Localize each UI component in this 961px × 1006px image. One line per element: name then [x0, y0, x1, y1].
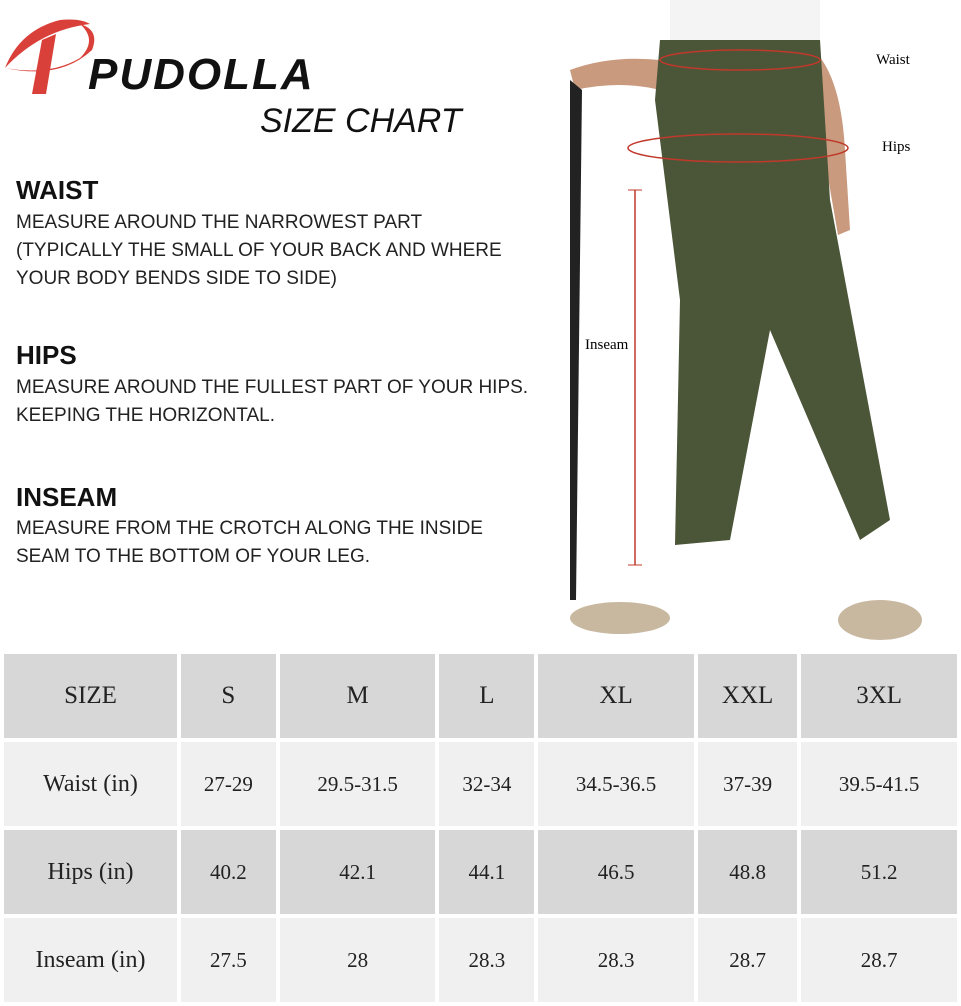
shoe	[838, 600, 922, 640]
row-label: Hips (in)	[4, 830, 177, 914]
hips-heading: HIPS	[16, 340, 77, 370]
table-cell: 29.5-31.5	[279, 742, 436, 826]
table-row: Waist (in) 27-29 29.5-31.5 32-34 34.5-36…	[4, 742, 957, 826]
waist-label: Waist	[876, 52, 911, 68]
pants	[655, 40, 890, 545]
header-cell: S	[181, 654, 276, 738]
table-cell: 51.2	[801, 830, 957, 914]
brand-name: PUDOLLA	[88, 50, 315, 99]
description-line: MEASURE FROM THE CROTCH ALONG THE INSIDE	[16, 518, 483, 539]
table-cell: 28.7	[697, 918, 798, 1002]
shirt	[670, 0, 820, 40]
header-cell: XL	[538, 654, 694, 738]
header-cell: SIZE	[4, 654, 177, 738]
hips-marker	[627, 133, 849, 163]
row-label: Waist (in)	[4, 742, 177, 826]
table-cell: 48.8	[697, 830, 798, 914]
page-title: SIZE CHART	[260, 102, 462, 140]
header-cell: M	[279, 654, 436, 738]
table-cell: 44.1	[439, 830, 535, 914]
arm	[570, 58, 660, 90]
table-cell: 34.5-36.5	[538, 742, 694, 826]
brand-logo-icon	[5, 19, 95, 94]
table-cell: 28.3	[538, 918, 694, 1002]
waist-marker	[659, 49, 821, 71]
hips-description: MEASURE AROUND THE FULLEST PART OF YOUR …	[16, 374, 556, 430]
table-cell: 28.3	[439, 918, 535, 1002]
model-photo: Waist Hips Inseam	[570, 0, 922, 640]
description-line: (TYPICALLY THE SMALL OF YOUR BACK AND WH…	[16, 240, 502, 261]
table-cell: 39.5-41.5	[801, 742, 957, 826]
row-label: Inseam (in)	[4, 918, 177, 1002]
table-cell: 37-39	[697, 742, 798, 826]
table-cell: 40.2	[181, 830, 276, 914]
hips-label: Hips	[882, 139, 911, 155]
table-cell: 27-29	[181, 742, 276, 826]
table-cell: 28.7	[801, 918, 957, 1002]
table-cell: 46.5	[538, 830, 694, 914]
table-row: Inseam (in) 27.5 28 28.3 28.3 28.7 28.7	[4, 918, 957, 1002]
table-cell: 28	[279, 918, 436, 1002]
size-table: SIZE S M L XL XXL 3XL Waist (in) 27-29 2…	[0, 650, 961, 1006]
description-line: MEASURE AROUND THE FULLEST PART OF YOUR …	[16, 377, 529, 398]
shoe	[570, 602, 670, 634]
table-cell: 42.1	[279, 830, 436, 914]
inseam-heading: INSEAM	[16, 482, 118, 512]
table-cell: 27.5	[181, 918, 276, 1002]
header-cell: XXL	[697, 654, 798, 738]
description-line: SEAM TO THE BOTTOM OF YOUR LEG.	[16, 546, 371, 567]
header-cell: L	[439, 654, 535, 738]
description-line: MEASURE AROUND THE NARROWEST PART	[16, 212, 423, 233]
table-cell: 32-34	[439, 742, 535, 826]
waist-heading: WAIST	[16, 175, 99, 205]
trekking-pole-icon	[570, 80, 582, 600]
header-cell: 3XL	[801, 654, 957, 738]
waist-description: MEASURE AROUND THE NARROWEST PART (TYPIC…	[16, 209, 556, 293]
description-line: YOUR BODY BENDS SIDE TO SIDE)	[16, 268, 337, 289]
inseam-label: Inseam	[585, 337, 629, 353]
table-header-row: SIZE S M L XL XXL 3XL	[4, 654, 957, 738]
inseam-description: MEASURE FROM THE CROTCH ALONG THE INSIDE…	[16, 515, 556, 571]
table-row: Hips (in) 40.2 42.1 44.1 46.5 48.8 51.2	[4, 830, 957, 914]
description-line: KEEPING THE HORIZONTAL.	[16, 405, 276, 426]
